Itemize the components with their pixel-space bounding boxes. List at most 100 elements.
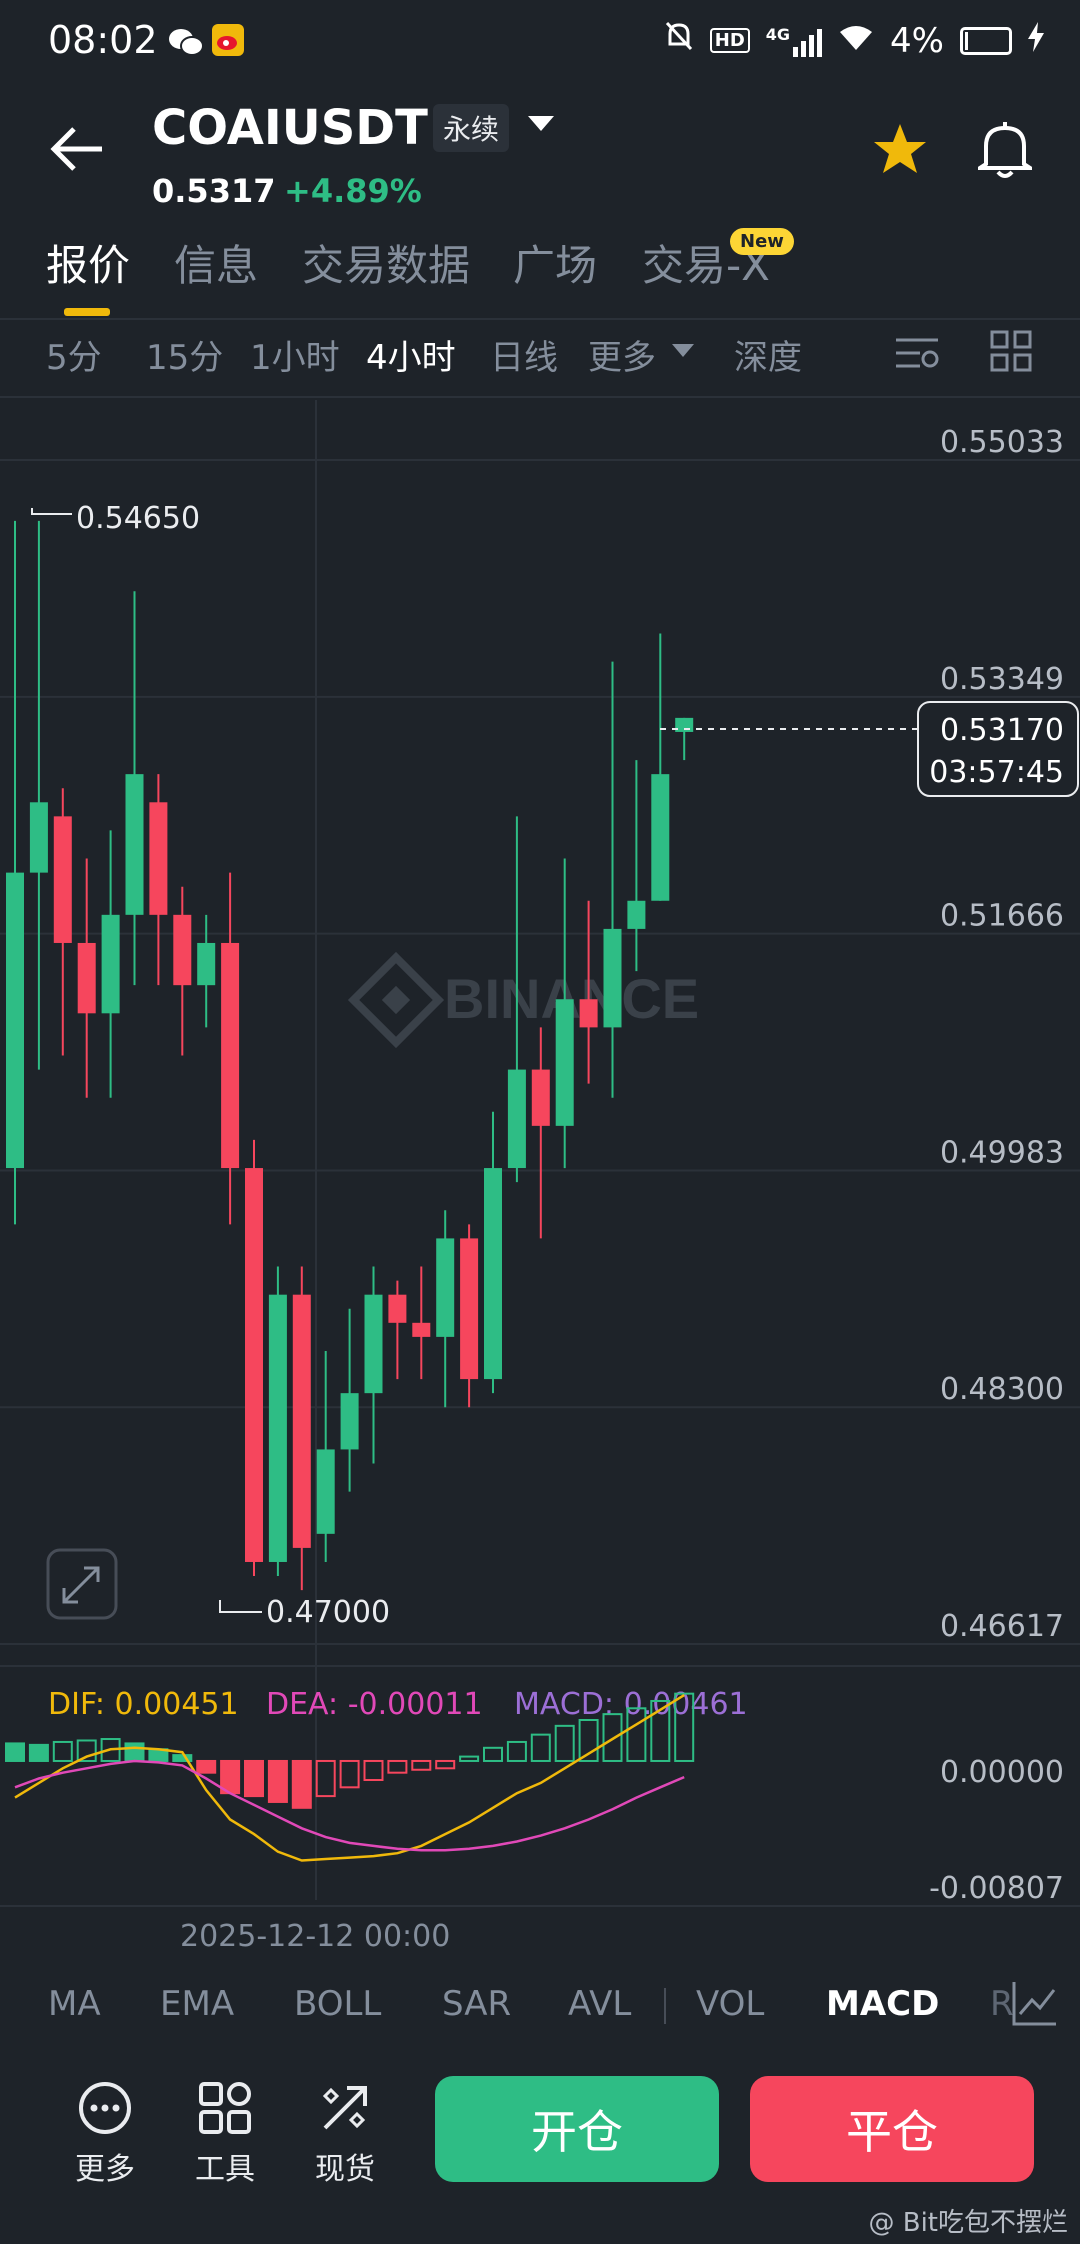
chart-settings-icon[interactable]: [894, 334, 940, 376]
candle-body: [460, 1238, 479, 1380]
low-price-label: 0.47000: [266, 1595, 390, 1630]
candle-body: [412, 1322, 431, 1337]
candle-countdown: 03:57:45: [929, 755, 1064, 790]
price-change: +4.89%: [284, 172, 422, 210]
candle-body: [531, 1069, 550, 1126]
candle-body: [364, 1294, 383, 1394]
last-price-tag: 0.53170 03:57:45: [917, 701, 1079, 797]
indicator-sar[interactable]: SAR: [442, 1984, 512, 2024]
macd-bar: [291, 1759, 312, 1809]
macd-axis-label: 0.00000: [940, 1755, 1064, 1790]
candle-body: [245, 1168, 263, 1562]
tab-square[interactable]: 广场: [513, 241, 598, 290]
macd-axis-label: -0.00807: [929, 1871, 1064, 1906]
last-price: 0.5317: [152, 172, 276, 210]
macd-dif-line: [14, 1694, 685, 1862]
back-arrow-icon[interactable]: [50, 126, 106, 172]
macd-dea-line: [14, 1759, 685, 1852]
macd-bar: [124, 1742, 145, 1762]
kline-chart[interactable]: BINANCE 0.55033 0.53349 0.51666 0.49983 0.48…: [0, 398, 1080, 1958]
divider: [0, 396, 1080, 398]
candle-body: [388, 1294, 407, 1323]
more-tool[interactable]: 更多: [50, 2080, 160, 2188]
battery-percent: 4%: [890, 20, 944, 61]
macd-bar: [674, 1692, 695, 1762]
macd-bar: [267, 1759, 288, 1803]
indicator-vol[interactable]: VOL: [696, 1984, 765, 2024]
divider: [0, 318, 1080, 320]
indicator-ma[interactable]: MA: [48, 1984, 101, 2024]
interval-more[interactable]: 更多: [588, 338, 656, 378]
indicator-r[interactable]: R: [990, 1984, 1014, 2024]
candle-body: [197, 942, 216, 986]
candle-body: [268, 1294, 287, 1562]
candle-body: [77, 942, 96, 1014]
candle-body: [221, 942, 240, 1169]
weibo-icon: [212, 24, 244, 60]
interval-4h[interactable]: 4小时: [366, 338, 456, 378]
interval-5m[interactable]: 5分: [46, 338, 102, 378]
macd-bar: [578, 1719, 599, 1762]
indicator-settings-icon[interactable]: [1010, 1978, 1060, 2032]
macd-bar: [411, 1759, 432, 1771]
indicator-macd[interactable]: MACD: [826, 1984, 940, 2024]
interval-1d[interactable]: 日线: [490, 338, 558, 378]
candle-body: [101, 914, 120, 1014]
price-axis: 0.55033 0.53349 0.51666 0.49983 0.48300 0.466…: [940, 425, 1064, 1644]
tools-label: 工具: [195, 2152, 255, 2187]
candle-body: [484, 1168, 502, 1380]
macd-bar: [315, 1759, 336, 1798]
caret-down-icon[interactable]: [672, 344, 694, 357]
macd-bar: [435, 1759, 456, 1770]
open-position-button[interactable]: 开仓: [435, 2076, 719, 2182]
favorite-star-icon[interactable]: [872, 122, 928, 180]
candle-body: [603, 928, 622, 1028]
tab-trading-data[interactable]: 交易数据: [302, 241, 471, 290]
bell-icon[interactable]: [973, 120, 1037, 182]
indicator-boll[interactable]: BOLL: [294, 1984, 382, 2024]
candle-body: [53, 816, 72, 943]
macd-bar: [172, 1754, 193, 1762]
mute-icon: [664, 20, 694, 61]
macd-bar: [459, 1755, 480, 1762]
macd-bar: [530, 1733, 551, 1762]
chevron-down-icon[interactable]: [528, 116, 554, 131]
status-bar: 08:02 HD 4G 4%: [0, 0, 1080, 86]
interval-15m[interactable]: 15分: [146, 338, 224, 378]
macd-bar: [339, 1759, 360, 1789]
layout-grid-icon[interactable]: [990, 330, 1032, 376]
high-marker: 0.54650: [31, 501, 200, 536]
spot-label: 现货: [315, 2152, 375, 2187]
status-right: HD 4G 4%: [664, 20, 1044, 61]
candle-body: [507, 1069, 526, 1169]
macd-bar: [76, 1739, 97, 1762]
candle-body: [579, 999, 598, 1028]
price-axis-label: 0.51666: [940, 899, 1064, 934]
candle-body: [6, 872, 24, 1169]
indicator-avl[interactable]: AVL: [568, 1984, 632, 2024]
signal-icon: 4G: [766, 25, 823, 57]
macd-bar: [363, 1759, 384, 1781]
candle-body: [555, 999, 574, 1126]
interval-1h[interactable]: 1小时: [250, 338, 340, 378]
indicator-ema[interactable]: EMA: [160, 1984, 235, 2024]
tab-info[interactable]: 信息: [174, 241, 259, 290]
macd-bar: [5, 1742, 25, 1762]
tools-tool[interactable]: 工具: [170, 2080, 280, 2188]
time-axis-label: 2025-12-12 00:00: [180, 1919, 450, 1954]
new-badge: New: [730, 228, 794, 255]
last-price-tag-value: 0.53170: [940, 713, 1064, 748]
tab-quotes[interactable]: 报价: [46, 241, 131, 290]
macd-bar: [196, 1759, 217, 1774]
status-time: 08:02: [48, 18, 158, 62]
price-axis-label: 0.46617: [940, 1609, 1064, 1644]
symbol-title[interactable]: COAIUSDT: [152, 100, 428, 156]
depth-tab[interactable]: 深度: [734, 338, 802, 378]
macd-value-label: MACD: 0.00461: [514, 1687, 748, 1722]
candle-body: [627, 900, 646, 929]
close-position-button[interactable]: 平仓: [750, 2076, 1034, 2182]
charging-icon: [1028, 21, 1044, 61]
wifi-icon: [838, 21, 874, 61]
macd-pane: [5, 1692, 695, 1862]
spot-tool[interactable]: 现货: [290, 2080, 400, 2188]
